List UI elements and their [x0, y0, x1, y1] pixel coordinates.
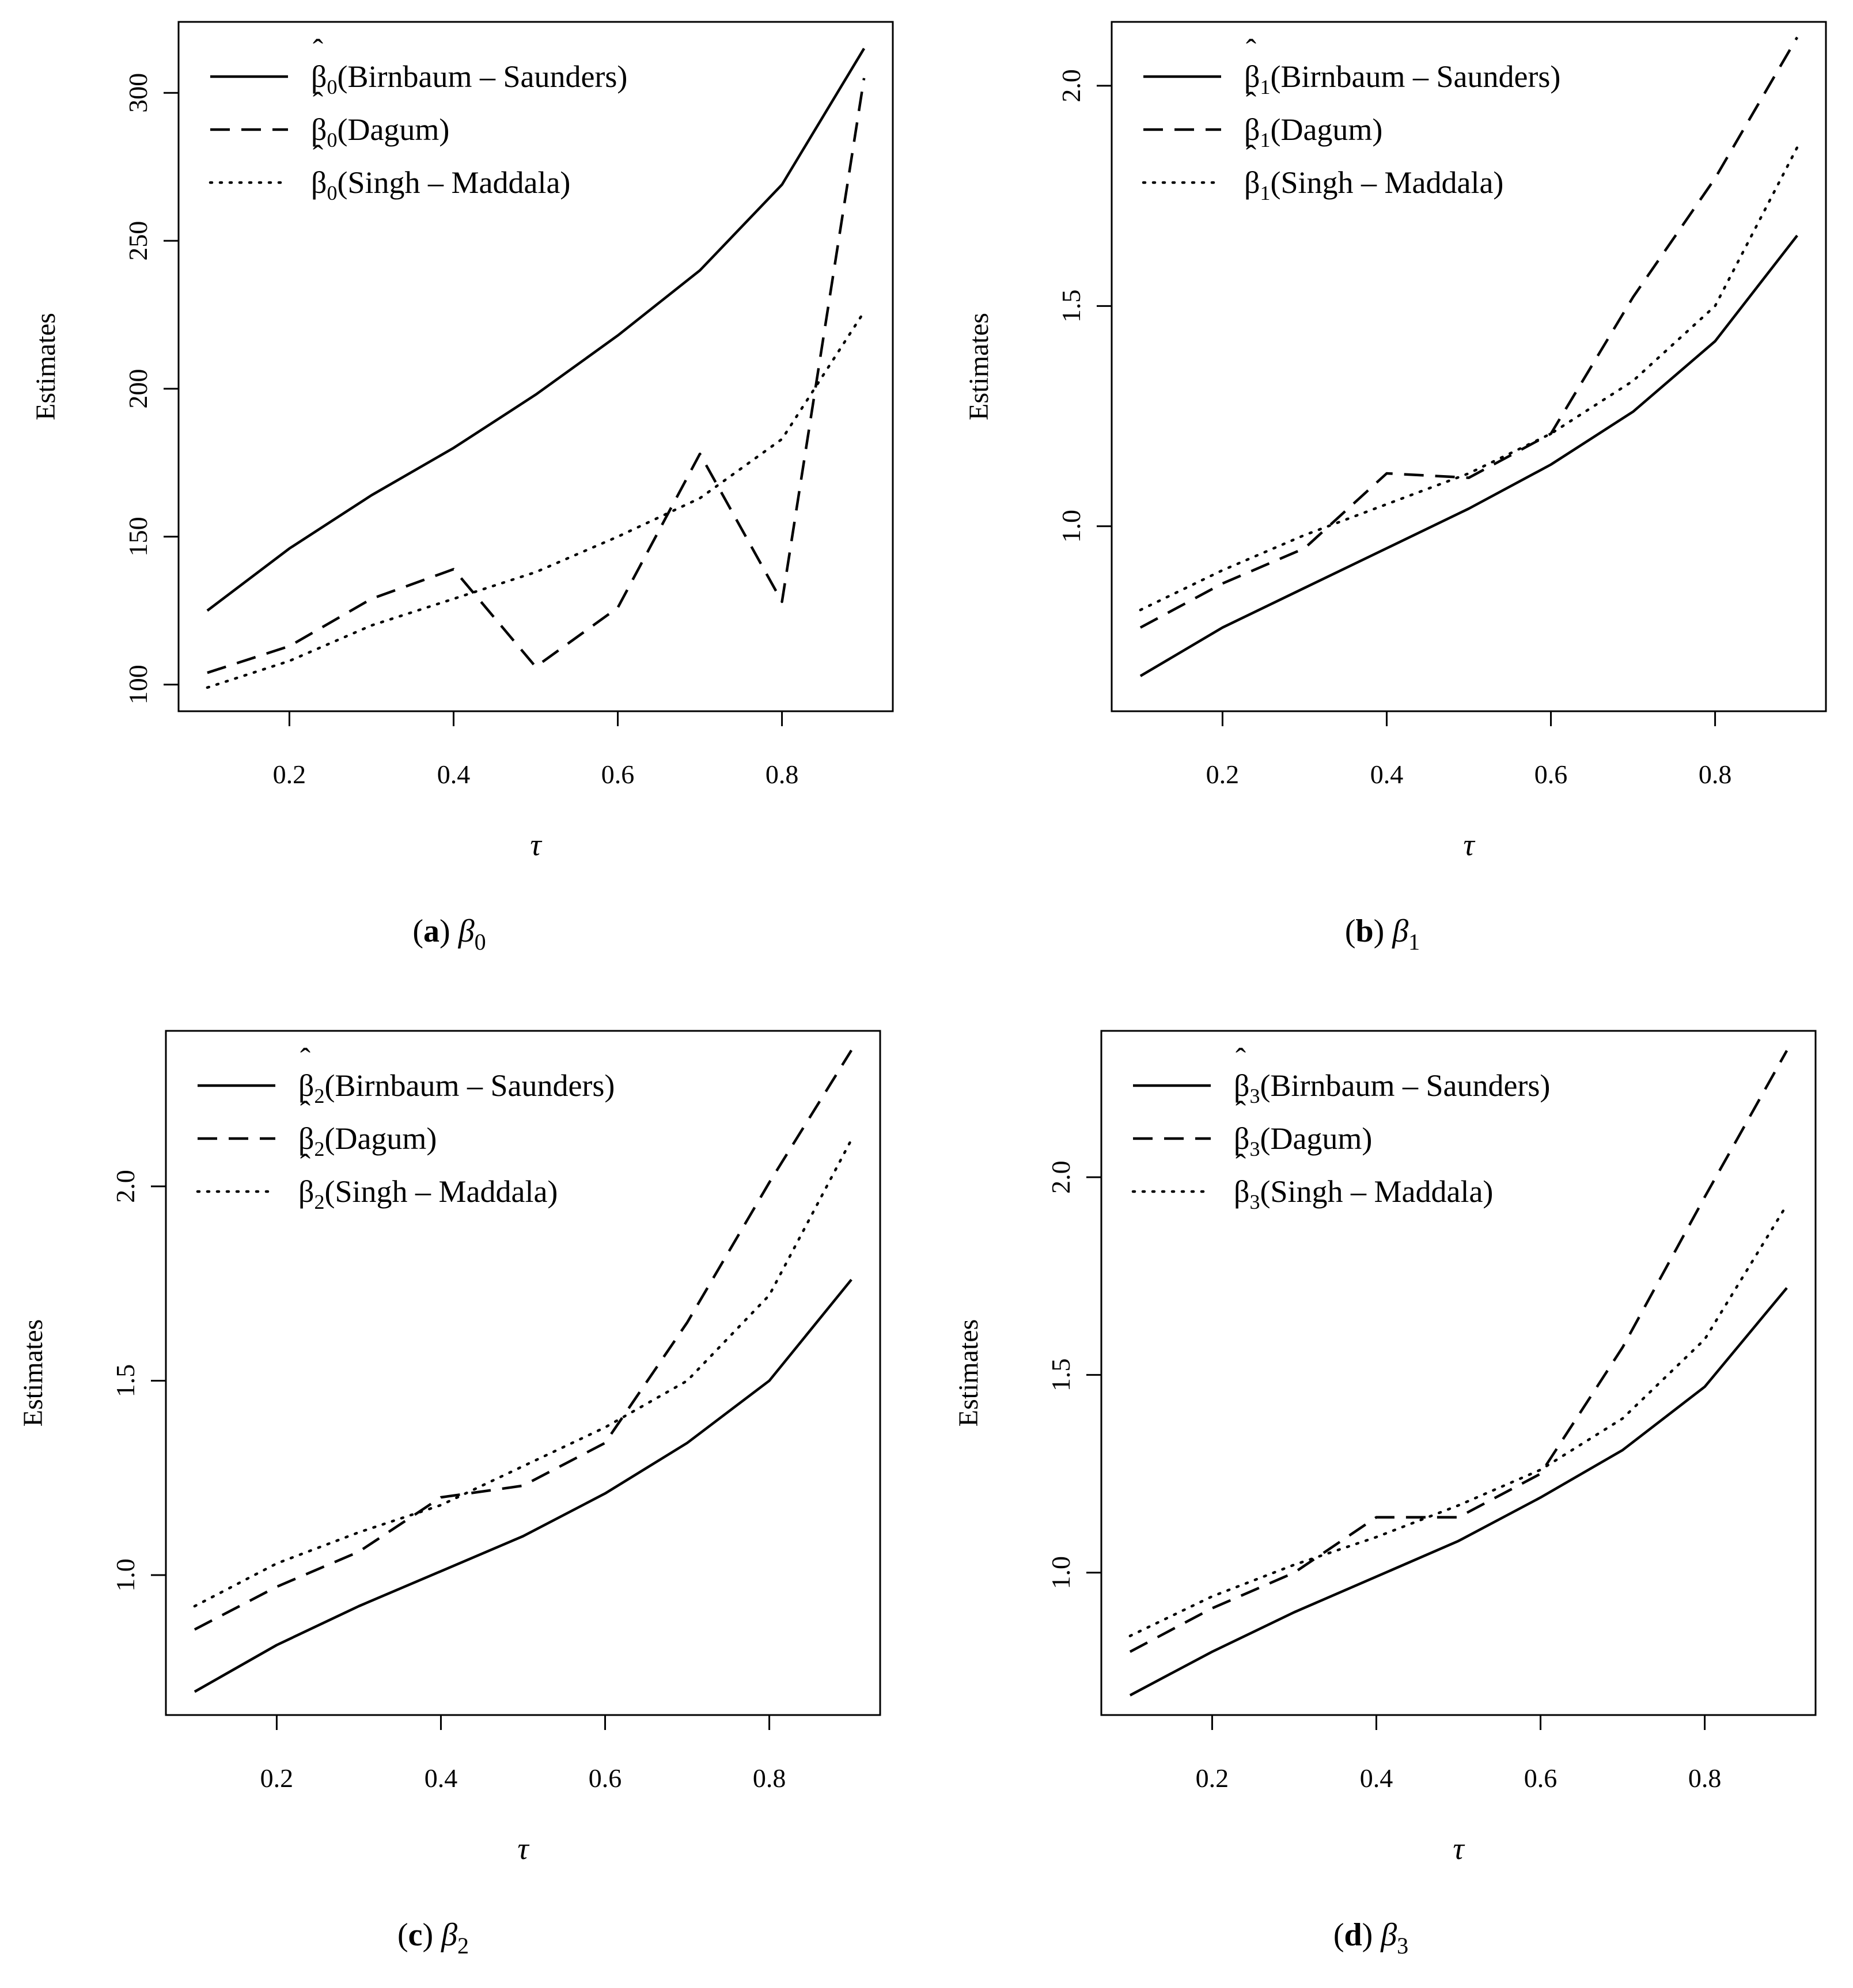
- x-axis-title-c: τ: [517, 1831, 529, 1866]
- caption-a: (a) β0: [412, 913, 486, 955]
- x-tick-label-d-3: 0.8: [1688, 1763, 1722, 1793]
- y-tick-label-a-4: 300: [123, 73, 153, 113]
- x-tick-label-a-3: 0.8: [766, 760, 799, 789]
- y-tick-label-a-0: 100: [123, 665, 153, 704]
- y-axis-title-d: Estimates: [953, 1319, 984, 1427]
- x-tick-label-c-1: 0.4: [425, 1763, 458, 1793]
- x-tick-label-b-0: 0.2: [1206, 760, 1240, 789]
- legend-label-d-1: β3(Dagum): [1234, 1121, 1372, 1160]
- x-tick-label-c-2: 0.6: [589, 1763, 622, 1793]
- legend-hat-a-2: ˆ: [313, 139, 323, 173]
- x-tick-label-c-0: 0.2: [260, 1763, 294, 1793]
- y-axis-title-a: Estimates: [31, 313, 61, 420]
- series-line-b-0: [1139, 234, 1798, 677]
- y-tick-label-a-3: 250: [123, 221, 153, 261]
- y-tick-label-c-0: 1.0: [111, 1558, 140, 1592]
- series-line-b-2: [1139, 146, 1799, 612]
- series-line-a-0: [206, 48, 866, 612]
- legend-hat-a-1: ˆ: [313, 86, 323, 120]
- y-axis-title-b: Estimates: [964, 313, 994, 420]
- y-tick-label-b-2: 2.0: [1056, 69, 1086, 103]
- legend-label-c-2: β2(Singh – Maddala): [298, 1174, 558, 1213]
- y-tick-label-a-1: 150: [123, 517, 153, 556]
- x-tick-label-b-3: 0.8: [1699, 760, 1732, 789]
- y-tick-label-c-1: 1.5: [111, 1364, 140, 1398]
- x-axis-title-d: τ: [1453, 1831, 1465, 1866]
- legend-label-c-0: β2(Birnbaum – Saunders): [298, 1068, 615, 1107]
- plot-frame-c: [165, 1030, 881, 1716]
- legend-label-d-0: β3(Birnbaum – Saunders): [1234, 1068, 1550, 1107]
- y-tick-label-d-2: 2.0: [1046, 1160, 1075, 1194]
- legend-label-d-2: β3(Singh – Maddala): [1234, 1174, 1493, 1213]
- plot-frame-b: [1111, 21, 1827, 712]
- legend-hat-b-0: ˆ: [1246, 33, 1256, 67]
- x-axis-title-b: τ: [1463, 828, 1475, 862]
- y-tick-label-b-1: 1.5: [1056, 290, 1086, 323]
- x-tick-label-d-1: 0.4: [1360, 1763, 1393, 1793]
- series-line-a-1: [207, 78, 866, 674]
- x-tick-label-d-2: 0.6: [1524, 1763, 1558, 1793]
- legend-hat-d-0: ˆ: [1236, 1042, 1246, 1076]
- legend-label-a-2: β0(Singh – Maddala): [311, 165, 570, 204]
- legend-label-c-1: β2(Dagum): [298, 1121, 437, 1160]
- x-tick-label-a-2: 0.6: [601, 760, 635, 789]
- legend-hat-b-1: ˆ: [1246, 86, 1256, 120]
- y-tick-label-d-1: 1.5: [1046, 1359, 1075, 1392]
- x-tick-label-a-1: 0.4: [437, 760, 471, 789]
- legend-label-b-1: β1(Dagum): [1244, 112, 1382, 151]
- caption-d: (d) β3: [1333, 1917, 1408, 1959]
- legend-hat-c-0: ˆ: [300, 1042, 310, 1076]
- legend-hat-a-0: ˆ: [313, 33, 323, 67]
- series-line-d-0: [1129, 1287, 1788, 1697]
- series-line-d-2: [1128, 1203, 1788, 1637]
- legend-hat-d-1: ˆ: [1236, 1095, 1246, 1129]
- y-tick-label-d-0: 1.0: [1046, 1556, 1075, 1589]
- x-axis-title-a: τ: [530, 828, 542, 862]
- x-tick-label-b-2: 0.6: [1534, 760, 1568, 789]
- legend-label-a-1: β0(Dagum): [311, 112, 449, 151]
- y-tick-label-a-2: 200: [123, 369, 153, 409]
- x-tick-label-d-0: 0.2: [1196, 1763, 1229, 1793]
- legend-label-b-2: β1(Singh – Maddala): [1244, 165, 1503, 204]
- legend-hat-d-2: ˆ: [1236, 1148, 1246, 1182]
- x-tick-label-c-3: 0.8: [753, 1763, 786, 1793]
- series-line-b-1: [1139, 36, 1799, 629]
- legend-label-b-0: β1(Birnbaum – Saunders): [1244, 59, 1560, 98]
- y-tick-label-c-2: 2.0: [111, 1170, 140, 1203]
- x-tick-label-b-1: 0.4: [1370, 760, 1404, 789]
- series-line-d-1: [1129, 1050, 1788, 1653]
- legend-hat-b-2: ˆ: [1246, 139, 1256, 173]
- y-axis-title-c: Estimates: [18, 1319, 48, 1427]
- plot-frame-a: [177, 21, 894, 712]
- y-tick-label-b-0: 1.0: [1056, 510, 1086, 543]
- caption-c: (c) β2: [397, 1917, 469, 1959]
- legend-label-a-0: β0(Birnbaum – Saunders): [311, 59, 627, 98]
- series-line-c-0: [194, 1278, 852, 1693]
- x-tick-label-a-0: 0.2: [273, 760, 306, 789]
- legend-hat-c-1: ˆ: [300, 1095, 310, 1129]
- plot-frame-d: [1100, 1030, 1817, 1716]
- legend-hat-c-2: ˆ: [300, 1148, 310, 1182]
- caption-b: (b) β1: [1345, 913, 1420, 955]
